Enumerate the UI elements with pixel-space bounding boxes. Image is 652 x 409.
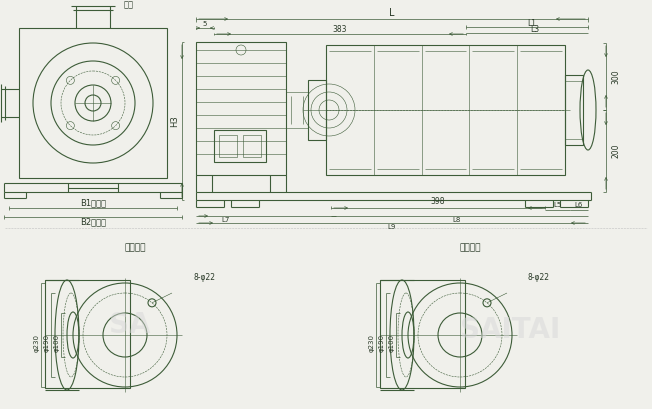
Bar xyxy=(326,45,565,175)
Bar xyxy=(45,280,130,388)
Text: L7: L7 xyxy=(222,217,230,223)
Text: 8-φ22: 8-φ22 xyxy=(528,272,550,281)
Text: L8: L8 xyxy=(452,217,461,223)
Bar xyxy=(196,42,286,175)
Text: B2水泵端: B2水泵端 xyxy=(80,218,106,227)
Text: B1电机端: B1电机端 xyxy=(80,198,106,207)
Text: 吸入法兰: 吸入法兰 xyxy=(125,243,146,252)
Text: 383: 383 xyxy=(333,25,348,34)
Bar xyxy=(286,92,308,128)
Bar xyxy=(380,280,465,388)
Text: φ190: φ190 xyxy=(44,334,50,352)
Bar xyxy=(243,135,261,157)
Text: φ100: φ100 xyxy=(389,334,395,352)
Text: 300: 300 xyxy=(612,69,621,84)
Text: φ230: φ230 xyxy=(34,334,40,352)
Text: 吐出法兰: 吐出法兰 xyxy=(459,243,481,252)
Text: SA: SA xyxy=(110,311,151,339)
Text: L9: L9 xyxy=(388,224,396,230)
Text: L5: L5 xyxy=(554,202,561,208)
Bar xyxy=(19,28,167,178)
Text: L: L xyxy=(389,8,394,18)
Text: 吐出: 吐出 xyxy=(124,0,134,9)
Text: φ190: φ190 xyxy=(379,334,385,352)
Text: H3: H3 xyxy=(171,115,179,127)
Text: 398: 398 xyxy=(431,198,445,207)
Text: 8-φ22: 8-φ22 xyxy=(193,272,215,281)
Text: L6: L6 xyxy=(575,202,583,208)
Bar xyxy=(219,135,237,157)
Text: φ100: φ100 xyxy=(54,334,60,352)
Bar xyxy=(214,130,266,162)
Text: 200: 200 xyxy=(612,144,621,158)
Bar xyxy=(565,75,583,145)
Text: L1: L1 xyxy=(527,18,537,27)
Bar xyxy=(308,80,326,140)
Text: φ230: φ230 xyxy=(369,334,375,352)
Text: L3: L3 xyxy=(530,25,539,34)
Text: SAITAI: SAITAI xyxy=(460,316,560,344)
Text: 5: 5 xyxy=(203,21,207,27)
